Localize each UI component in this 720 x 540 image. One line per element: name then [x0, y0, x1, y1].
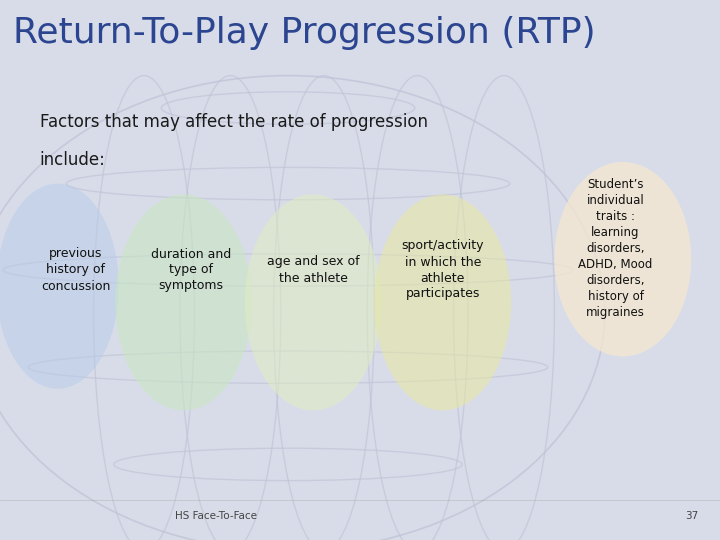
Text: include:: include:	[40, 151, 105, 169]
Text: Factors that may affect the rate of progression: Factors that may affect the rate of prog…	[40, 113, 428, 131]
Ellipse shape	[115, 194, 252, 410]
Text: previous
history of
concussion: previous history of concussion	[41, 247, 110, 293]
Ellipse shape	[554, 162, 691, 356]
Text: 37: 37	[685, 511, 698, 521]
Ellipse shape	[0, 184, 119, 389]
Ellipse shape	[245, 194, 382, 410]
Text: Return-To-Play Progression (RTP): Return-To-Play Progression (RTP)	[13, 16, 595, 50]
Ellipse shape	[374, 194, 511, 410]
Text: HS Face-To-Face: HS Face-To-Face	[175, 511, 257, 521]
Text: Student’s
individual
traits :
learning
disorders,
ADHD, Mood
disorders,
history : Student’s individual traits : learning d…	[578, 178, 653, 319]
Text: sport/activity
in which the
athlete
participates: sport/activity in which the athlete part…	[402, 240, 484, 300]
Text: duration and
type of
symptoms: duration and type of symptoms	[150, 247, 231, 293]
Text: age and sex of
the athlete: age and sex of the athlete	[267, 255, 359, 285]
